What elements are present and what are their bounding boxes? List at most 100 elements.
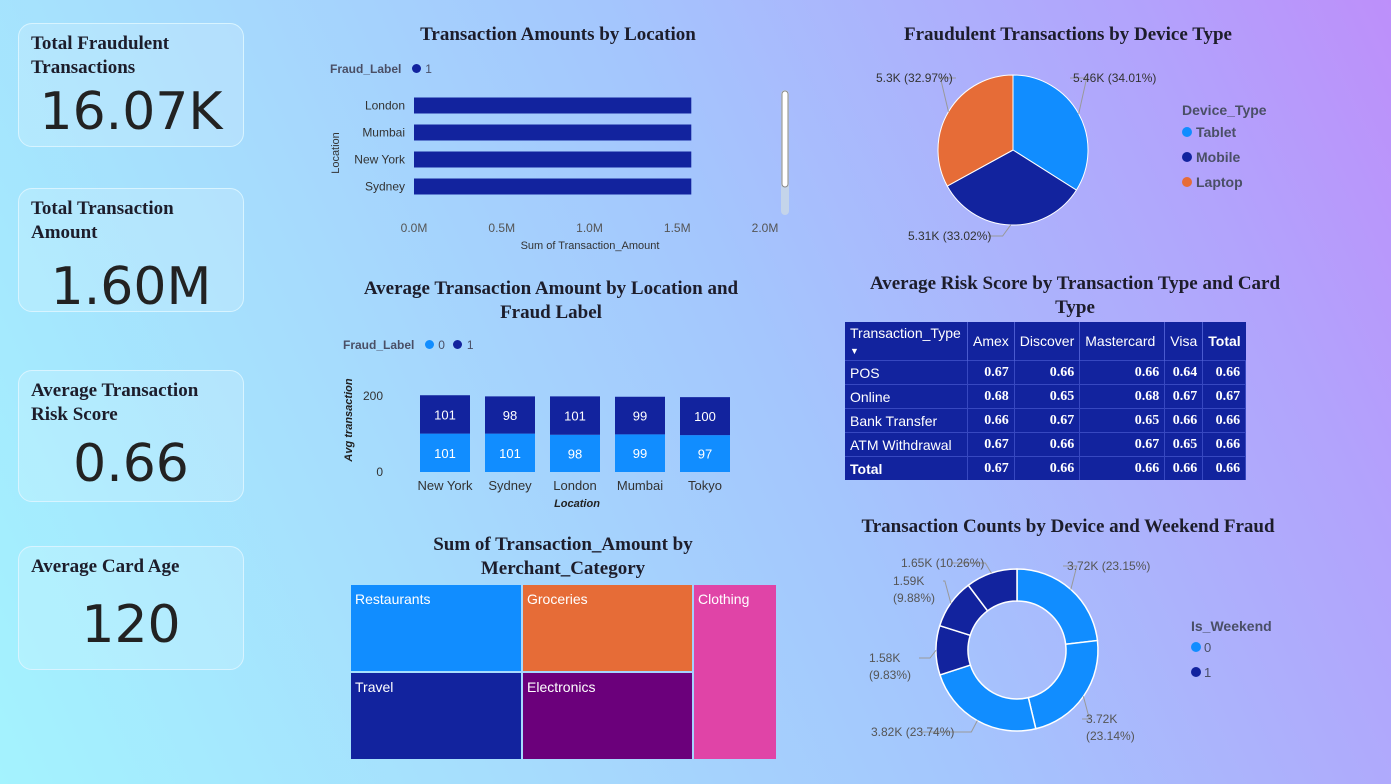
row-header: POS [845,360,968,385]
data-label: 101 [564,409,586,424]
legend-swatch-dark [411,64,421,73]
y-axis-label: Avg transaction [343,378,355,462]
x-tick-label: 2.0M [752,221,779,235]
table-cell: 0.66 [967,408,1015,433]
kpi-card-total-amount: Total Transaction Amount 1.60M [18,188,244,317]
column-header[interactable]: Discover [1014,322,1081,361]
kpi-value: 0.66 [73,434,189,494]
treemap-tile-electronics[interactable]: Electronics [523,673,692,759]
bar-segment-1[interactable] [485,396,535,434]
legend-swatch [1182,177,1192,187]
donut-slice[interactable] [938,664,1037,732]
legend-label: Tablet [1196,124,1237,140]
legend-swatch [1182,127,1192,137]
table-cell: 0.66 [1202,456,1247,480]
x-tick-label: Sydney [488,478,532,493]
bar[interactable] [414,151,692,168]
column-header[interactable]: Mastercard [1079,322,1166,361]
bar[interactable] [414,178,692,195]
table-cell: 0.66 [1202,408,1247,433]
x-tick-label: New York [418,478,473,493]
x-axis-label: Sum of Transaction_Amount [521,240,660,252]
kpi-title: Average Card Age [31,556,180,577]
table-cell: 0.66 [1014,456,1081,480]
row-header: Bank Transfer [845,408,968,433]
bar[interactable] [414,124,692,141]
legend-item-mobile: Mobile [1182,149,1267,165]
table-row[interactable]: Bank Transfer 0.66 0.67 0.65 0.66 0.66 [845,408,1247,433]
table-row[interactable]: Online 0.68 0.65 0.68 0.67 0.67 [845,384,1247,409]
data-label: 99 [633,446,647,461]
treemap-tile-travel[interactable]: Travel [351,673,521,759]
table-cell: 0.66 [1014,432,1081,457]
scrollbar-thumb[interactable] [781,90,789,188]
legend-swatch-light [424,340,434,349]
table-cell: 0.64 [1164,360,1204,385]
treemap-tile-clothing[interactable]: Clothing [694,585,776,759]
table-row[interactable]: Total 0.67 0.66 0.66 0.66 0.66 [845,456,1247,480]
legend-title: Device_Type [1182,102,1267,118]
bar-segment-0[interactable] [420,433,470,472]
column-header[interactable]: Transaction_Type ▼ [845,322,968,361]
y-axis-label: Location [330,132,342,174]
data-label: (9.83%) [869,668,911,682]
treemap-tile-restaurants[interactable]: Restaurants [351,585,521,671]
pie-slice[interactable] [937,74,1014,187]
kpi-card-risk-score: Average Transaction Risk Score 0.66 [18,370,244,502]
column-header[interactable]: Visa [1164,322,1204,361]
legend-title: Fraud_Label [343,338,415,352]
table-cell: 0.67 [1014,408,1081,433]
legend-item: 1 [466,338,474,352]
legend-fraud-label: Fraud_Label 1 [330,60,432,78]
bar-segment-1[interactable] [550,396,600,435]
donut-slice[interactable] [967,568,1018,612]
bar-segment-0[interactable] [615,434,665,472]
data-label: 101 [434,446,456,461]
table-cell: 0.67 [1202,384,1247,409]
leader-line [939,77,956,112]
table-cell: 0.66 [1202,360,1247,385]
x-tick-label: 1.5M [664,221,691,235]
table-row[interactable]: POS 0.67 0.66 0.66 0.64 0.66 [845,360,1247,385]
table-row[interactable]: ATM Withdrawal 0.67 0.66 0.67 0.65 0.66 [845,432,1247,457]
row-header: Online [845,384,968,409]
bar-segment-0[interactable] [485,433,535,472]
y-tick-label: New York [354,153,406,167]
data-label: 5.3K (32.97%) [876,71,953,85]
weekend-fraud-donut: 3.72K (23.15%) 3.72K (23.14%) 3.82K (23.74%… [869,556,1150,743]
legend-title: Fraud_Label [330,62,402,76]
data-label: 1.65K (10.26%) [901,556,984,570]
table-cell: 0.68 [967,384,1015,409]
legend-item: 0 [438,338,445,352]
bar-segment-1[interactable] [420,395,470,434]
table-cell: 0.67 [967,360,1015,385]
bar[interactable] [414,97,692,114]
chart-title-device-type: Fraudulent Transactions by Device Type [904,24,1232,45]
leader-line [951,562,992,574]
table-cell: 0.66 [1079,360,1166,385]
legend-title: Is_Weekend [1191,618,1272,634]
risk-score-matrix: Transaction_Type ▼ Amex Discover Masterca… [845,322,1247,480]
legend-swatch-dark [453,340,463,349]
data-label: 99 [633,409,647,424]
bar-segment-1[interactable] [615,396,665,435]
treemap-tile-groceries[interactable]: Groceries [523,585,692,671]
column-header[interactable]: Amex [967,322,1015,361]
bar-segment-1[interactable] [680,397,730,436]
legend-label: Mobile [1196,149,1241,165]
legend-fraud-label-2: Fraud_Label 0 1 [343,336,474,354]
bar-segment-0[interactable] [550,434,600,472]
sort-desc-icon[interactable]: ▼ [850,346,859,356]
donut-slice[interactable] [1016,568,1099,646]
kpi-title: Total Fraudulent Transactions [31,33,170,78]
table-cell: 0.65 [1014,384,1081,409]
table-cell: 0.66 [1014,360,1081,385]
column-header[interactable]: Total [1202,322,1246,361]
legend-label: 1 [1204,665,1212,680]
legend-item-tablet: Tablet [1182,124,1267,140]
bar-segment-0[interactable] [680,435,730,472]
leader-line [1082,696,1091,720]
legend-label: 0 [1204,640,1212,655]
x-tick-label: Mumbai [617,478,663,493]
avg-amount-chart: 0 200 Avg transaction 101 101 New York 101 98 Sy… [343,378,730,510]
